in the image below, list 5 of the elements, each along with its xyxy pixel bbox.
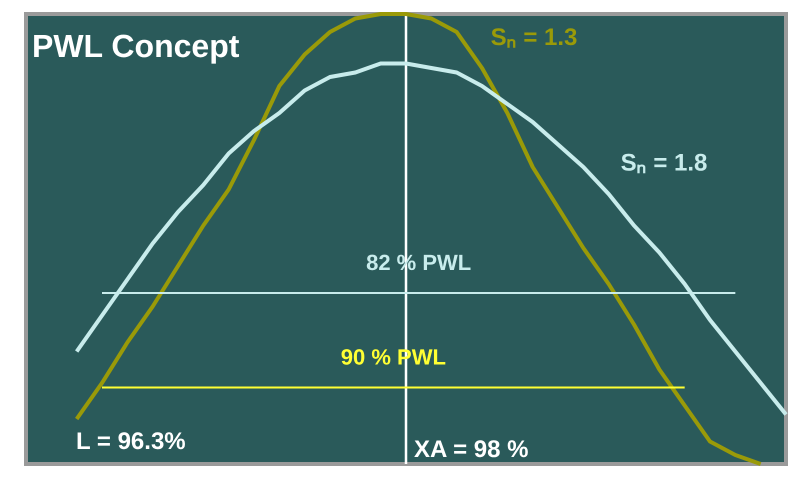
series-label: Sₙ = 1.3 — [490, 24, 578, 51]
annotation: L = 96.3% — [76, 428, 186, 455]
chart-title: PWL Concept — [32, 28, 240, 64]
series-label: Sₙ = 1.8 — [620, 150, 708, 176]
text: XA = 98 % — [414, 436, 529, 463]
